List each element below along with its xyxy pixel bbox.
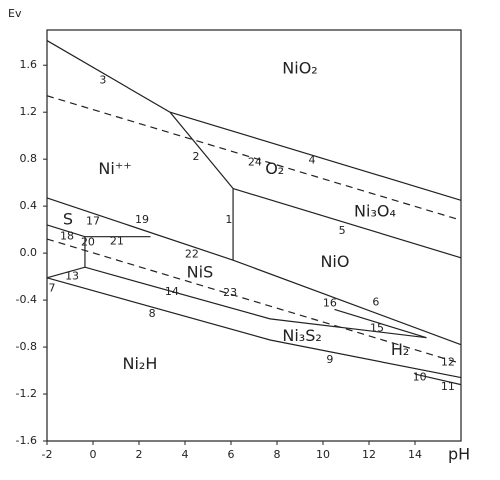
region-label: NiO₂ (282, 58, 317, 77)
line-number: 3 (99, 73, 106, 86)
region-label: Ni⁺⁺ (98, 159, 131, 178)
line-number: 24 (248, 156, 262, 169)
y-tick-label: 1.6 (20, 58, 38, 71)
line-number: 6 (372, 295, 379, 308)
region-label: H₂ (391, 340, 409, 359)
boundary-line (334, 308, 427, 339)
line-number: 12 (441, 355, 455, 368)
x-tick-label: 10 (316, 448, 330, 461)
line-number: 20 (81, 236, 95, 249)
x-tick-label: 6 (228, 448, 235, 461)
line-number: 8 (149, 307, 156, 320)
line-number: 5 (339, 224, 346, 237)
line-number: 10 (413, 371, 427, 384)
boundary-line (46, 197, 462, 346)
boundary-line (169, 111, 462, 201)
plot-frame (46, 29, 462, 442)
y-axis-label: Ev (8, 7, 22, 20)
line-number: 14 (165, 285, 179, 298)
line-number: 23 (223, 286, 237, 299)
boundary-line (46, 277, 462, 379)
line-number: 22 (185, 247, 199, 260)
x-tick-label: -2 (42, 448, 53, 461)
boundary-line (414, 373, 462, 386)
line-number: 11 (441, 380, 455, 393)
region-label: Ni₃S₂ (282, 326, 321, 345)
boundary-line (46, 238, 462, 365)
line-number: 9 (326, 353, 333, 366)
x-tick-label: 8 (274, 448, 281, 461)
y-tick-label: 0.8 (20, 152, 38, 165)
x-tick-label: 2 (136, 448, 143, 461)
x-tick-label: 4 (182, 448, 189, 461)
y-tick-label: -1.6 (16, 434, 37, 447)
line-number: 16 (323, 297, 337, 310)
boundary-line (46, 40, 234, 189)
x-tick-label: 14 (408, 448, 422, 461)
boundary-line (46, 266, 427, 339)
boundary-line (46, 95, 462, 221)
x-axis-label: pH (448, 445, 470, 464)
line-number: 19 (135, 213, 149, 226)
line-number: 13 (65, 270, 79, 283)
region-label: NiO (320, 252, 349, 271)
region-label: O₂ (265, 159, 284, 178)
region-label: S (63, 210, 73, 229)
y-tick-label: -0.4 (16, 293, 37, 306)
line-number: 18 (60, 230, 74, 243)
region-label: Ni₂H (122, 354, 157, 373)
y-tick-label: -1.2 (16, 387, 37, 400)
x-tick-label: 0 (90, 448, 97, 461)
y-tick-label: 0.0 (20, 246, 38, 259)
line-number: 2 (193, 150, 200, 163)
region-label: NiS (187, 263, 214, 282)
line-number: 1 (225, 213, 232, 226)
region-label: Ni₃O₄ (354, 202, 396, 221)
x-tick-label: 12 (362, 448, 376, 461)
line-number: 21 (110, 234, 124, 247)
line-number: 4 (308, 153, 315, 166)
line-number: 15 (370, 321, 384, 334)
y-tick-label: 1.2 (20, 105, 38, 118)
line-number: 7 (49, 281, 56, 294)
y-tick-label: -0.8 (16, 340, 37, 353)
boundary-line (232, 187, 462, 259)
y-tick-label: 0.4 (20, 199, 38, 212)
line-number: 17 (86, 214, 100, 227)
